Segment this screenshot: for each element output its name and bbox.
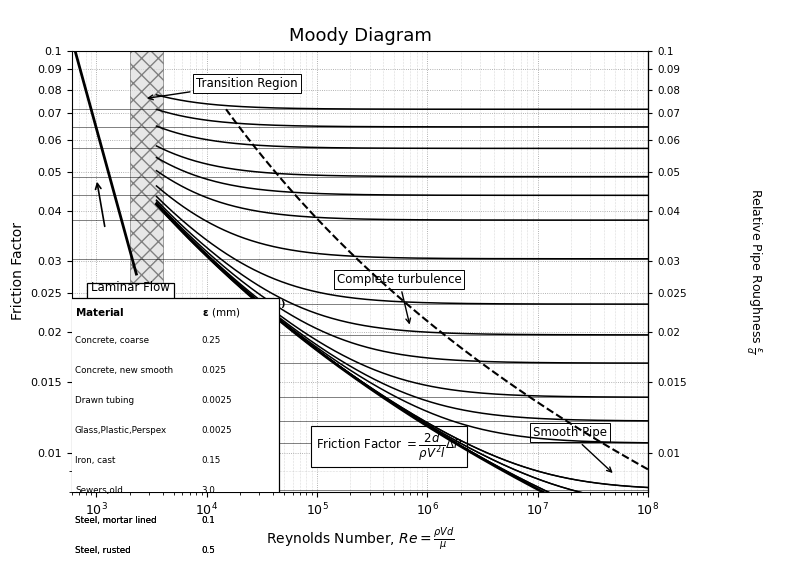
Text: Drawn tubing: Drawn tubing <box>75 397 134 405</box>
Text: $\mathbf{Material}$: $\mathbf{Material}$ <box>75 306 125 319</box>
Text: Concrete, coarse: Concrete, coarse <box>75 336 149 345</box>
Text: Sewers,old: Sewers,old <box>75 486 122 496</box>
Text: Sewers,old: Sewers,old <box>75 486 122 496</box>
Text: Complete turbulence: Complete turbulence <box>337 273 462 323</box>
Text: Laminar Flow
$\dfrac{64}{Re}$: Laminar Flow $\dfrac{64}{Re}$ <box>91 281 170 333</box>
Text: Glass,Plastic,Perspex: Glass,Plastic,Perspex <box>75 427 167 435</box>
Text: $\mathbf{\varepsilon}$ (mm): $\mathbf{\varepsilon}$ (mm) <box>202 306 240 319</box>
Text: 0.0025: 0.0025 <box>202 427 232 435</box>
Text: $\mathbf{Material}$: $\mathbf{Material}$ <box>75 306 125 319</box>
Text: 0.15: 0.15 <box>202 457 221 466</box>
Text: Concrete, coarse: Concrete, coarse <box>75 336 149 345</box>
Text: Friction Factor $= \dfrac{2d}{\rho V^2 l}\Delta P$: Friction Factor $= \dfrac{2d}{\rho V^2 l… <box>316 431 462 463</box>
Text: Iron, cast: Iron, cast <box>75 457 115 466</box>
Y-axis label: Relative Pipe Roughness $\frac{\varepsilon}{d}$: Relative Pipe Roughness $\frac{\varepsil… <box>743 188 763 354</box>
Text: 0.0025: 0.0025 <box>202 397 232 405</box>
Title: Moody Diagram: Moody Diagram <box>289 27 431 45</box>
Text: 0.25: 0.25 <box>202 336 221 345</box>
Text: 0.1: 0.1 <box>202 516 215 525</box>
Text: Concrete, new smooth: Concrete, new smooth <box>75 366 173 375</box>
Text: Steel, mortar lined: Steel, mortar lined <box>75 516 157 525</box>
Text: 0.0025: 0.0025 <box>202 427 232 435</box>
Bar <box>130 51 163 492</box>
Text: Smooth Pipe: Smooth Pipe <box>533 427 612 472</box>
Text: Steel, rusted: Steel, rusted <box>75 546 130 555</box>
Text: 0.025: 0.025 <box>202 366 226 375</box>
Text: 3.0: 3.0 <box>202 486 215 496</box>
Text: Glass,Plastic,Perspex: Glass,Plastic,Perspex <box>75 427 167 435</box>
Text: 3.0: 3.0 <box>202 486 215 496</box>
Text: Transition Region: Transition Region <box>148 77 298 100</box>
Text: $\mathbf{\varepsilon}$ (mm): $\mathbf{\varepsilon}$ (mm) <box>202 306 240 319</box>
Text: $\bf{Material}$                     $\bf{\varepsilon}$$\bf{ (mm)}$: $\bf{Material}$ $\bf{\varepsilon}$$\bf{ … <box>75 298 286 310</box>
Text: 0.0025: 0.0025 <box>202 397 232 405</box>
X-axis label: Reynolds Number, $Re = \frac{\rho V d}{\mu}$: Reynolds Number, $Re = \frac{\rho V d}{\… <box>266 526 454 553</box>
Text: 0.15: 0.15 <box>202 457 221 466</box>
Text: 0.5: 0.5 <box>202 546 215 555</box>
Text: 0.025: 0.025 <box>202 366 226 375</box>
Y-axis label: Friction Factor: Friction Factor <box>11 222 25 320</box>
Text: Steel, rusted: Steel, rusted <box>75 546 130 555</box>
Text: Steel, mortar lined: Steel, mortar lined <box>75 516 157 525</box>
Text: Concrete, new smooth: Concrete, new smooth <box>75 366 173 375</box>
Text: 0.25: 0.25 <box>202 336 221 345</box>
Text: 0.5: 0.5 <box>202 546 215 555</box>
Text: Iron, cast: Iron, cast <box>75 457 115 466</box>
Text: Drawn tubing: Drawn tubing <box>75 397 134 405</box>
Text: 0.1: 0.1 <box>202 516 215 525</box>
FancyBboxPatch shape <box>66 298 279 565</box>
